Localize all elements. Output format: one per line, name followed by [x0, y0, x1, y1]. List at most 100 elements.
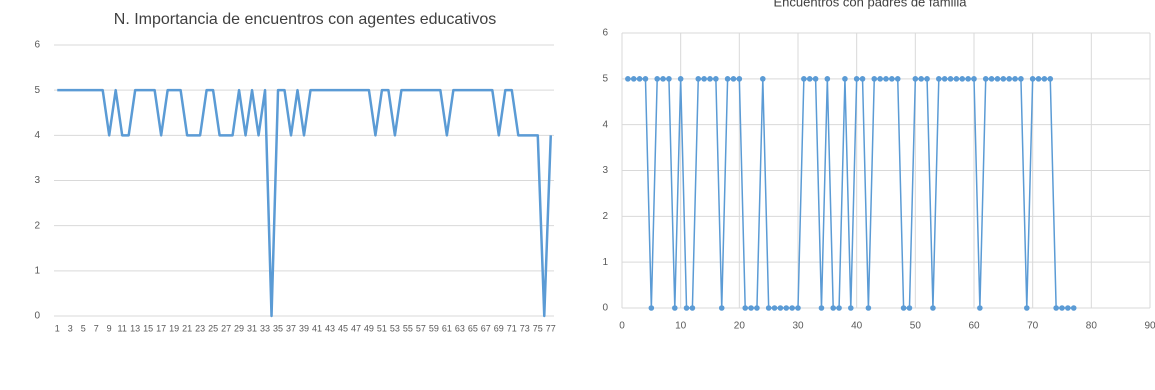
- x-tick-label: 71: [507, 323, 517, 333]
- data-point: [742, 305, 748, 311]
- data-point: [812, 76, 819, 82]
- x-tick-label: 55: [403, 323, 413, 333]
- data-point: [941, 76, 948, 82]
- x-tick-label: 17: [156, 323, 166, 333]
- data-point: [859, 76, 866, 82]
- x-tick-label: 90: [1144, 321, 1155, 332]
- x-tick-label: 49: [364, 323, 374, 333]
- y-tick-label: 2: [34, 220, 40, 231]
- data-point: [953, 76, 960, 82]
- data-point: [701, 76, 707, 82]
- x-tick-label: 63: [455, 323, 465, 333]
- x-tick-label: 73: [520, 323, 530, 333]
- x-tick-label: 53: [390, 323, 400, 333]
- x-tick-label: 15: [143, 323, 153, 333]
- data-point: [677, 76, 684, 82]
- x-tick-label: 77: [546, 323, 556, 333]
- data-point: [718, 305, 725, 311]
- data-point: [1012, 76, 1018, 82]
- y-tick-label: 3: [602, 165, 608, 176]
- data-point: [1041, 76, 1048, 82]
- data-point: [965, 76, 971, 82]
- x-tick-label: 20: [734, 321, 746, 332]
- x-tick-label: 43: [325, 323, 335, 333]
- data-point: [959, 76, 966, 82]
- data-line: [57, 88, 553, 318]
- y-tick-label: 6: [602, 28, 608, 39]
- x-tick-label: 80: [1086, 321, 1098, 332]
- data-point: [765, 305, 772, 311]
- data-point: [988, 76, 995, 82]
- x-tick-label: 30: [792, 321, 804, 332]
- y-tick-label: 4: [34, 130, 40, 141]
- data-point: [724, 76, 731, 82]
- x-tick-label: 47: [351, 323, 361, 333]
- x-tick-label: 23: [195, 323, 205, 333]
- data-point: [771, 305, 778, 311]
- x-tick-label: 0: [619, 321, 625, 332]
- data-point: [883, 76, 889, 82]
- data-point: [707, 76, 713, 82]
- x-tick-label: 1: [55, 323, 60, 333]
- x-tick-label: 60: [968, 321, 980, 332]
- data-point: [1059, 305, 1065, 311]
- x-tick-label: 11: [118, 323, 127, 333]
- x-tick-label: 33: [260, 323, 270, 333]
- data-point: [760, 76, 766, 82]
- y-tick-label: 6: [34, 40, 40, 51]
- data-point: [848, 305, 854, 311]
- x-tick-label: 31: [247, 323, 257, 333]
- x-tick-label: 51: [377, 323, 387, 333]
- x-tick-label: 45: [338, 323, 348, 333]
- data-point: [842, 76, 848, 82]
- data-point: [795, 305, 801, 311]
- x-tick-label: 25: [208, 323, 218, 333]
- data-point: [877, 76, 883, 82]
- x-tick-label: 10: [675, 321, 687, 332]
- x-tick-label: 69: [494, 323, 504, 333]
- y-tick-label: 5: [602, 73, 608, 84]
- data-point: [783, 305, 790, 311]
- x-tick-label: 13: [130, 323, 140, 333]
- data-point: [836, 305, 842, 311]
- x-tick-label: 37: [286, 323, 296, 333]
- data-point: [1070, 305, 1077, 311]
- x-tick-label: 65: [468, 323, 478, 333]
- data-point: [689, 305, 696, 311]
- data-point: [894, 76, 901, 82]
- y-tick-label: 4: [602, 119, 608, 130]
- data-point: [789, 305, 795, 311]
- data-point: [947, 76, 954, 82]
- x-tick-label: 29: [234, 323, 244, 333]
- chart-title: Encuentros con padres de familia: [774, 0, 968, 9]
- x-tick-label: 35: [273, 323, 283, 333]
- data-point: [824, 76, 831, 82]
- x-tick-label: 21: [182, 323, 192, 333]
- x-tick-label: 75: [533, 323, 543, 333]
- data-point: [971, 76, 977, 82]
- x-tick-label: 61: [442, 323, 452, 333]
- data-point: [1035, 76, 1042, 82]
- y-tick-label: 1: [602, 257, 608, 268]
- x-tick-label: 40: [851, 321, 863, 332]
- data-point: [648, 305, 655, 311]
- y-tick-label: 5: [34, 85, 40, 96]
- data-point: [777, 305, 784, 311]
- y-tick-label: 3: [34, 175, 40, 186]
- data-point: [994, 76, 1001, 82]
- data-point: [830, 305, 836, 311]
- data-point: [918, 76, 924, 82]
- x-tick-label: 67: [481, 323, 491, 333]
- data-point: [754, 305, 760, 311]
- x-tick-label: 9: [107, 323, 112, 333]
- data-point: [672, 305, 678, 311]
- data-point: [806, 76, 813, 82]
- data-point: [912, 76, 919, 82]
- x-tick-label: 57: [416, 323, 426, 333]
- data-point: [630, 76, 637, 82]
- data-point: [1000, 76, 1007, 82]
- data-point: [801, 76, 807, 82]
- data-point: [1047, 76, 1054, 82]
